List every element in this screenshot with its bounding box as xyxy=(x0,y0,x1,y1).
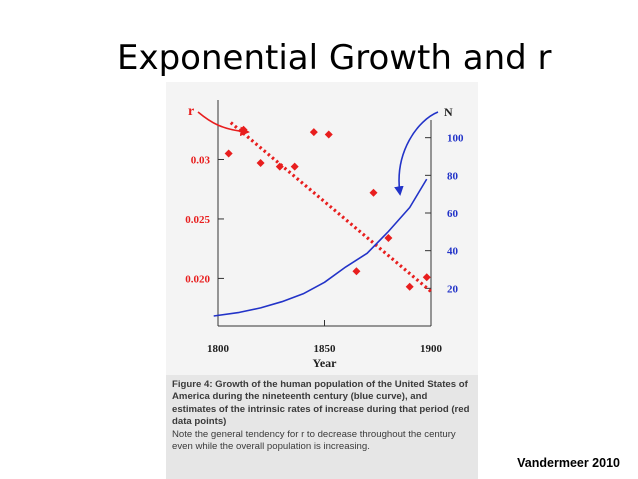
r-data-point xyxy=(290,162,299,171)
left-tick-label: 0.03 xyxy=(191,154,211,166)
caption-heading: Figure 4: Growth of the human population… xyxy=(172,379,470,428)
x-axis-title: Year xyxy=(313,356,338,370)
r-axis-label: r xyxy=(188,104,194,119)
source-credit: Vandermeer 2010 xyxy=(517,456,620,470)
r-trend-line xyxy=(229,121,433,293)
r-data-point xyxy=(256,159,265,168)
r-data-point xyxy=(275,162,284,171)
n-annotation-arrow xyxy=(394,111,439,196)
r-data-point xyxy=(309,128,318,137)
x-tick-label: 1900 xyxy=(420,343,443,355)
left-tick-label: 0.020 xyxy=(185,273,210,285)
figure-caption: Figure 4: Growth of the human population… xyxy=(166,375,478,479)
n-axis-label: N xyxy=(444,105,453,119)
population-chart: 0.03 0.025 0.020 100 80 60 40 20 1800 1850 1900 Yea… xyxy=(185,100,464,370)
r-annotation-arrow xyxy=(197,111,250,137)
r-data-point xyxy=(352,267,361,276)
r-data-point xyxy=(369,188,378,197)
right-tick-label: 80 xyxy=(447,170,459,182)
r-data-point xyxy=(224,149,233,158)
r-data-point xyxy=(422,273,431,282)
right-tick-label: 100 xyxy=(447,133,464,145)
right-tick-label: 40 xyxy=(447,246,459,258)
r-data-point xyxy=(324,130,333,139)
population-curve xyxy=(213,178,428,317)
slide-title: Exponential Growth and r xyxy=(117,38,552,78)
right-tick-label: 20 xyxy=(447,283,459,295)
r-data-point xyxy=(384,233,393,242)
x-tick-label: 1850 xyxy=(314,343,337,355)
right-tick-label: 60 xyxy=(447,208,459,220)
caption-note: Note the general tendency for r to decre… xyxy=(172,428,456,453)
x-tick-label: 1800 xyxy=(207,343,230,355)
r-data-point xyxy=(405,282,414,291)
left-tick-label: 0.025 xyxy=(185,214,210,226)
